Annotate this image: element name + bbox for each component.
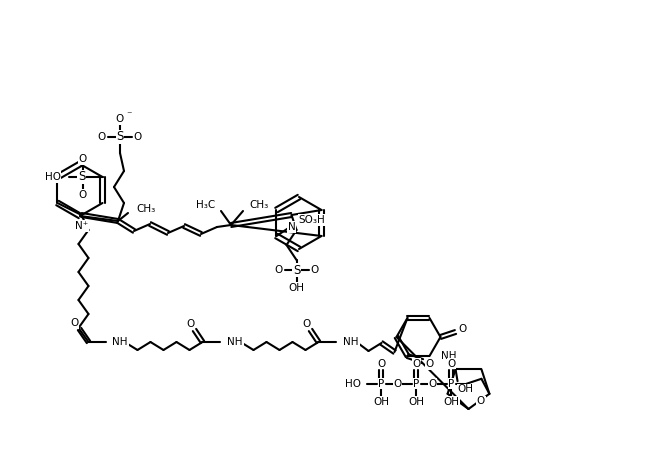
- Text: HO: HO: [45, 172, 61, 182]
- Text: S: S: [293, 263, 300, 276]
- Text: O: O: [79, 190, 87, 200]
- Text: O: O: [310, 265, 319, 275]
- Text: O: O: [134, 132, 142, 142]
- Text: P: P: [414, 379, 420, 389]
- Text: O: O: [378, 359, 386, 369]
- Text: O: O: [394, 379, 402, 389]
- Text: O: O: [186, 319, 195, 329]
- Text: NH: NH: [113, 337, 128, 347]
- Text: H₃C: H₃C: [195, 200, 215, 210]
- Text: O: O: [458, 324, 467, 334]
- Text: OH: OH: [289, 283, 305, 293]
- Text: NH: NH: [344, 337, 359, 347]
- Text: O: O: [477, 397, 485, 406]
- Text: P: P: [378, 379, 385, 389]
- Text: SO₃H: SO₃H: [299, 215, 325, 225]
- Text: S: S: [78, 171, 85, 184]
- Text: O: O: [302, 319, 311, 329]
- Text: P: P: [448, 379, 454, 389]
- Text: ⁻: ⁻: [126, 110, 131, 120]
- Text: CH₃: CH₃: [136, 204, 155, 214]
- Text: OH: OH: [408, 397, 424, 407]
- Text: O: O: [274, 265, 283, 275]
- Text: O: O: [428, 379, 436, 389]
- Text: OH: OH: [458, 384, 474, 394]
- Text: O: O: [412, 359, 420, 369]
- Text: S: S: [116, 130, 123, 144]
- Text: O: O: [79, 154, 87, 164]
- Text: O: O: [98, 132, 106, 142]
- Text: N⁺: N⁺: [75, 221, 88, 231]
- Text: N: N: [287, 222, 295, 232]
- Text: NH: NH: [227, 337, 243, 347]
- Text: O: O: [70, 318, 79, 328]
- Text: OH: OH: [374, 397, 390, 407]
- Text: CH₃: CH₃: [249, 200, 268, 210]
- Text: OH: OH: [444, 397, 460, 407]
- Text: HO: HO: [346, 379, 362, 389]
- Text: O: O: [426, 359, 434, 369]
- Text: NH: NH: [442, 351, 457, 361]
- Text: O: O: [448, 359, 456, 369]
- Text: O: O: [116, 114, 124, 124]
